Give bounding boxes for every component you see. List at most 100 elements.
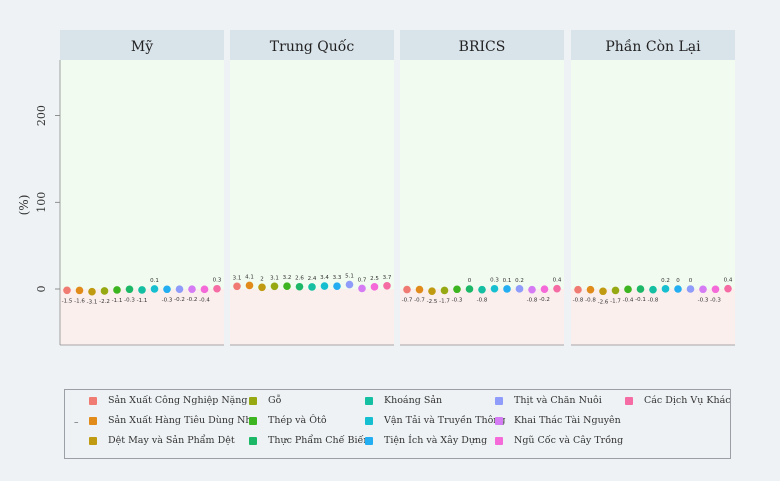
- data-label: -0.3: [710, 297, 721, 303]
- data-label: 3.1: [233, 275, 242, 281]
- data-label: -0.7: [414, 298, 425, 304]
- data-point: [674, 285, 682, 293]
- legend-label: Khoáng Sản: [384, 395, 443, 406]
- legend-item: Khoáng Sản: [365, 395, 442, 406]
- legend-item: Thép và Ôtô: [249, 415, 327, 426]
- legend-label: Sản Xuất Hàng Tiêu Dùng Nhẹ: [108, 415, 258, 426]
- data-label: 0.2: [515, 278, 524, 284]
- data-label: 3.7: [383, 275, 392, 281]
- data-label: -0.2: [174, 297, 185, 303]
- data-label: -0.3: [162, 297, 173, 303]
- facet-strip: [400, 30, 564, 60]
- data-point: [515, 285, 524, 293]
- legend: – Sản Xuất Công Nghiệp Nặng Sản Xuất Hàng…: [64, 389, 731, 459]
- data-label: -0.8: [477, 298, 488, 304]
- legend-label: Ngũ Cốc và Cây Trồng: [514, 435, 624, 446]
- data-label: -3.1: [87, 300, 98, 306]
- data-point: [528, 285, 536, 294]
- legend-swatch: [89, 416, 97, 425]
- data-label: 4.1: [245, 274, 254, 280]
- data-label: -1.1: [112, 298, 123, 304]
- data-point: [711, 285, 720, 294]
- data-label: -0.8: [573, 298, 584, 304]
- negative-region: [60, 289, 224, 345]
- data-label: 3.1: [270, 275, 279, 281]
- legend-swatch: [249, 436, 257, 445]
- data-label: -1.5: [62, 298, 73, 304]
- data-point: [599, 287, 607, 296]
- legend-label: Khai Thác Tài Nguyên: [514, 415, 621, 426]
- legend-label: Tiện Ích và Xây Dựng: [384, 435, 488, 446]
- data-point: [540, 285, 549, 293]
- data-point: [200, 285, 209, 294]
- positive-region: [60, 60, 224, 289]
- data-label: 3.3: [333, 275, 342, 281]
- legend-item: Tiện Ích và Xây Dựng: [365, 435, 487, 446]
- data-point: [320, 282, 329, 290]
- legend-item: Sản Xuất Hàng Tiêu Dùng Nhẹ: [89, 415, 257, 426]
- legend-item: Thực Phẩm Chế Biến: [249, 435, 370, 446]
- data-point: [649, 285, 657, 294]
- data-label: -0.3: [452, 297, 463, 303]
- legend-item: Các Dịch Vụ Khác: [625, 395, 731, 406]
- data-point: [574, 285, 582, 294]
- data-label: 2.4: [308, 276, 317, 282]
- legend-swatch: [365, 396, 373, 405]
- data-point: [188, 285, 196, 293]
- data-label: -1.1: [137, 298, 148, 304]
- legend-swatch: [249, 396, 257, 405]
- data-point: [113, 286, 121, 294]
- data-point: [403, 285, 411, 294]
- data-label: -0.8: [648, 298, 659, 304]
- data-point: [624, 285, 632, 294]
- legend-swatch: [495, 396, 503, 405]
- data-point: [295, 282, 304, 291]
- data-label: -0.2: [539, 297, 550, 303]
- data-label: -2.2: [99, 299, 110, 305]
- facet-title: Phần Còn Lại: [605, 38, 701, 55]
- data-point: [213, 284, 221, 293]
- facet-title: BRICS: [459, 39, 506, 55]
- legend-label: Thực Phẩm Chế Biến: [268, 435, 370, 446]
- data-point: [428, 287, 436, 295]
- data-point: [724, 284, 732, 293]
- data-label: -0.4: [199, 297, 210, 303]
- data-label: 0.3: [213, 278, 222, 284]
- legend-swatch: [495, 416, 503, 425]
- data-point: [699, 285, 707, 294]
- data-label: 0.4: [553, 278, 562, 284]
- data-point: [358, 284, 366, 293]
- facet-title: Trung Quốc: [270, 38, 355, 55]
- legend-dash: –: [74, 418, 79, 428]
- data-label: 0.3: [490, 278, 499, 284]
- data-point: [383, 281, 391, 290]
- y-tick-label: 0: [35, 286, 48, 293]
- data-point: [490, 284, 499, 293]
- positive-region: [571, 60, 735, 289]
- legend-swatch: [625, 396, 633, 405]
- legend-swatch: [89, 436, 97, 445]
- data-point: [175, 285, 184, 293]
- data-point: [75, 286, 84, 295]
- data-point: [150, 285, 159, 293]
- data-point: [661, 285, 670, 293]
- data-label: 0: [689, 278, 693, 284]
- data-label: 3.2: [283, 275, 292, 281]
- data-point: [125, 285, 134, 294]
- data-point: [686, 285, 695, 293]
- positive-region: [230, 60, 394, 289]
- data-point: [636, 285, 645, 293]
- positive-region: [400, 60, 564, 289]
- data-label: -1.7: [610, 298, 621, 304]
- data-point: [258, 283, 266, 292]
- data-label: 0.1: [503, 278, 512, 284]
- data-point: [163, 285, 171, 294]
- data-label: 0.7: [358, 277, 367, 283]
- data-point: [611, 286, 620, 295]
- data-point: [233, 282, 241, 291]
- legend-label: Thép và Ôtô: [268, 415, 327, 426]
- facet-strip: [60, 30, 224, 60]
- legend-label: Các Dịch Vụ Khác: [644, 395, 731, 406]
- legend-swatch: [249, 416, 257, 425]
- data-point: [553, 284, 561, 293]
